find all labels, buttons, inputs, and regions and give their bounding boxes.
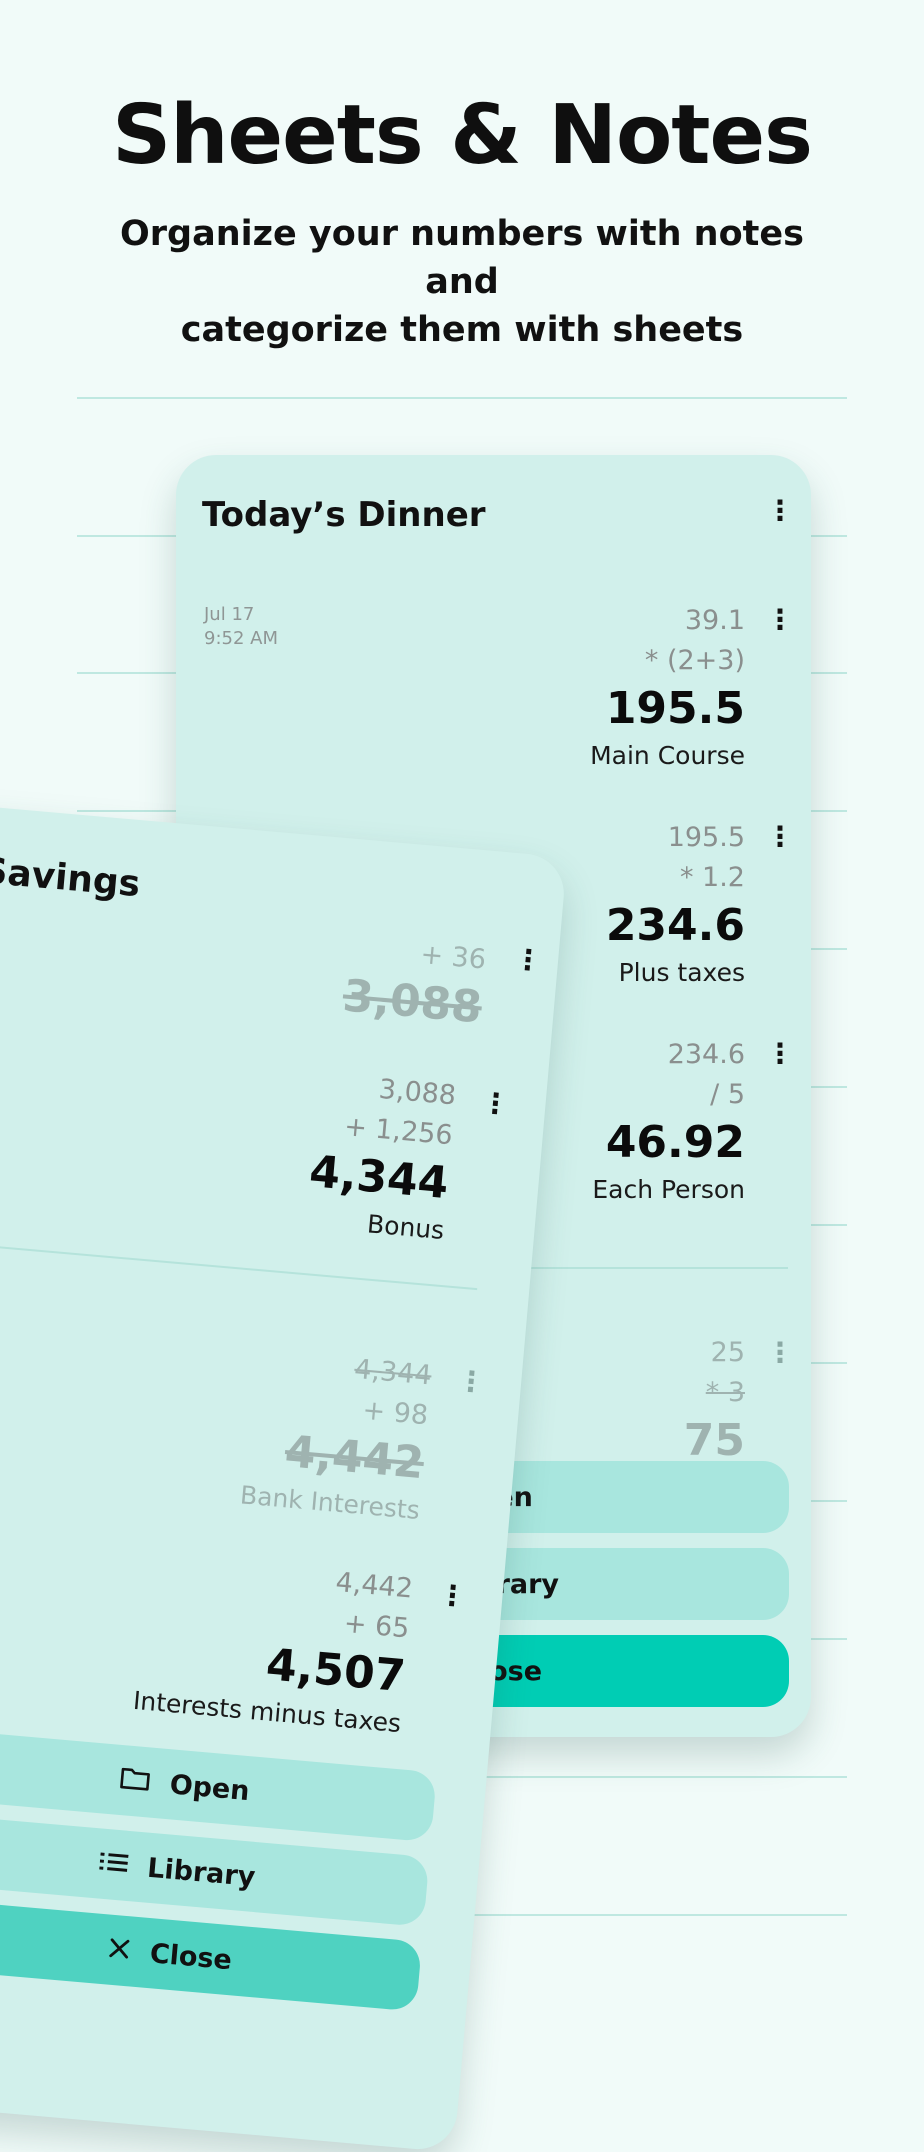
entry-operation: * 3 bbox=[705, 1377, 745, 1408]
calc-entry[interactable]: 4,442 + 65 4,507 Interests minus taxes bbox=[0, 1533, 414, 1743]
entry-previous: 195.5 bbox=[667, 822, 745, 853]
calc-entry[interactable]: + 36 3,088 bbox=[81, 906, 488, 1036]
entry-previous: 234.6 bbox=[667, 1039, 745, 1070]
close-button[interactable]: Close bbox=[456, 1635, 789, 1707]
note-date: Jul 17 9:52 AM bbox=[204, 603, 278, 651]
entry-operation: * 1.2 bbox=[679, 862, 745, 893]
entry-previous: 39.1 bbox=[684, 605, 745, 636]
page-subtitle: Organize your numbers with notes and cat… bbox=[80, 210, 844, 354]
entry-previous: 25 bbox=[710, 1337, 745, 1368]
entry-result: 234.6 bbox=[605, 900, 745, 951]
library-button[interactable]: ibrary bbox=[456, 1548, 789, 1620]
calc-entry[interactable]: 195.5 * 1.2 234.6 Plus taxes bbox=[345, 818, 745, 992]
calc-entry[interactable]: 39.1 * (2+3) 195.5 Main Course bbox=[345, 601, 745, 775]
entry-menu-icon[interactable]: ⋮ bbox=[766, 1037, 794, 1070]
calc-entry[interactable]: 234.6 / 5 46.92 Each Person bbox=[345, 1035, 745, 1209]
sheet-title: Today’s Dinner bbox=[202, 495, 486, 535]
entry-menu-icon[interactable]: ⋮ bbox=[766, 603, 794, 636]
entry-menu-icon[interactable]: ⋮ bbox=[766, 820, 794, 853]
entry-result: 46.92 bbox=[605, 1117, 745, 1168]
calc-entry[interactable]: 4,344 + 98 4,442 Bank Interests bbox=[19, 1322, 433, 1530]
library-button[interactable]: Library bbox=[0, 1813, 430, 1927]
entry-menu-icon[interactable]: ⋮ bbox=[436, 1578, 468, 1614]
subtitle-line-2: categorize them with sheets bbox=[180, 310, 744, 350]
entry-label: Plus taxes bbox=[618, 958, 745, 987]
subtitle-line-1: Organize your numbers with notes and bbox=[120, 214, 804, 302]
entry-operation: / 5 bbox=[710, 1079, 745, 1110]
open-button[interactable]: Open bbox=[0, 1728, 437, 1843]
entry-label: Main Course bbox=[590, 741, 745, 770]
folder-icon bbox=[119, 1764, 152, 1797]
entry-result: 75 bbox=[683, 1415, 745, 1466]
calc-entry[interactable]: 25 * 3 75 bbox=[345, 1333, 745, 1469]
calc-entry[interactable]: 3,088 + 1,256 4,344 Bonus bbox=[44, 1042, 458, 1250]
note-date-time: 9:52 AM bbox=[204, 628, 278, 649]
list-icon bbox=[98, 1848, 129, 1881]
open-button-label: Open bbox=[168, 1768, 251, 1807]
entry-label: Each Person bbox=[592, 1175, 745, 1204]
sheet-card-savings[interactable]: Savings ⋮ 7 AM + 36 3,088 ⋮ 3,088 + 1,25… bbox=[0, 792, 568, 2152]
entry-menu-icon[interactable]: ⋮ bbox=[455, 1363, 487, 1400]
entry-operation: * (2+3) bbox=[644, 645, 745, 676]
close-icon bbox=[107, 1934, 132, 1967]
rule-line bbox=[77, 397, 847, 399]
entry-result: 195.5 bbox=[605, 683, 745, 734]
sheet-menu-icon[interactable]: ⋮ bbox=[512, 942, 544, 978]
close-button-label: Close bbox=[148, 1937, 234, 1976]
sheet-menu-icon[interactable]: ⋮ bbox=[766, 494, 794, 527]
entry-menu-icon[interactable]: ⋮ bbox=[480, 1085, 511, 1122]
library-button-label: Library bbox=[146, 1852, 257, 1893]
sheet-title: Savings bbox=[0, 850, 142, 906]
note-divider bbox=[0, 1242, 478, 1291]
note-divider bbox=[416, 1267, 788, 1269]
entry-menu-icon[interactable]: ⋮ bbox=[766, 1336, 794, 1369]
note-date-day: Jul 17 bbox=[204, 604, 255, 625]
page-title: Sheets & Notes bbox=[112, 88, 813, 183]
close-button[interactable]: Close bbox=[0, 1898, 423, 2012]
